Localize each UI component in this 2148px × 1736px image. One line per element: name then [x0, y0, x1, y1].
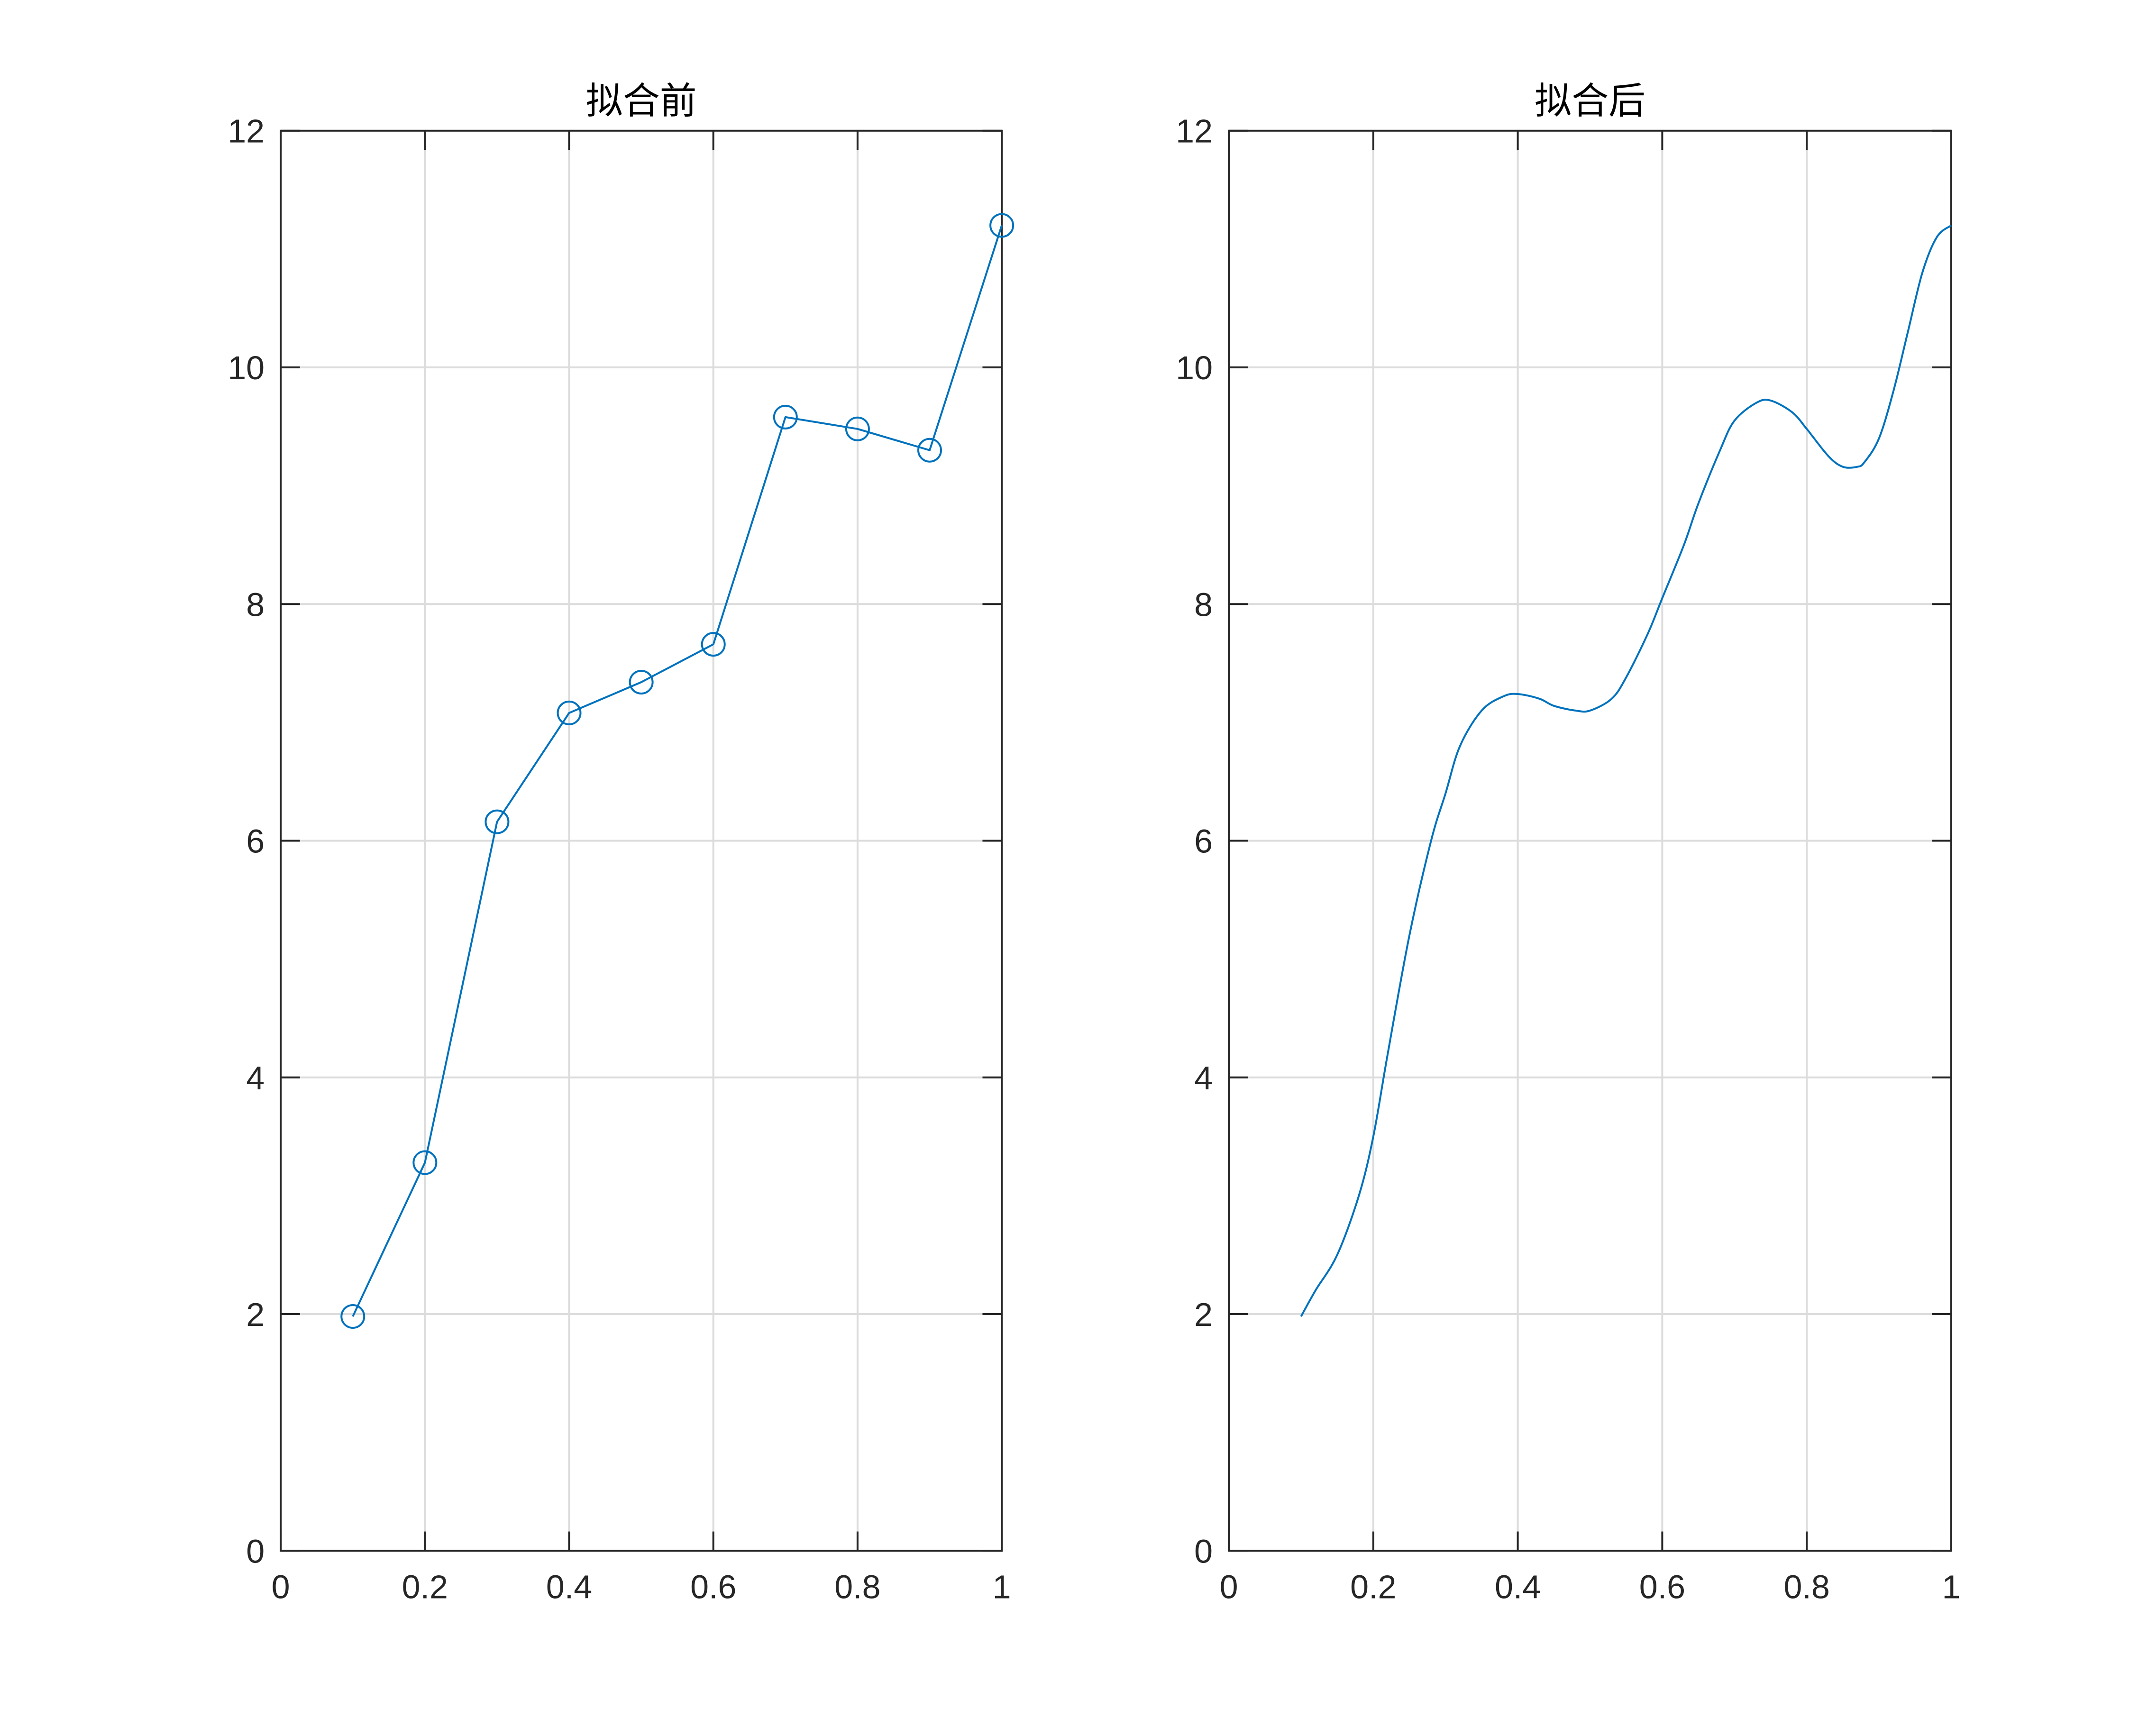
- series-line: [352, 225, 1003, 1317]
- y-tick-label: 10: [1176, 349, 1213, 386]
- series-1: [1300, 224, 1952, 1317]
- axes-box: [280, 129, 1003, 1552]
- y-tick-label: 4: [246, 1060, 265, 1096]
- series-1: [340, 213, 1015, 1329]
- y-tick-label: 8: [246, 586, 265, 623]
- data-point: [412, 1150, 438, 1175]
- chart-title: 拟合后: [1535, 80, 1645, 123]
- data-point: [845, 416, 870, 441]
- data-point: [557, 700, 582, 725]
- y-tick-label: 12: [228, 113, 265, 150]
- x-tick-label: 0.4: [546, 1568, 592, 1605]
- chart-title: 拟合前: [586, 80, 697, 123]
- grid: [281, 130, 1002, 1551]
- data-point: [989, 213, 1015, 238]
- x-tick-label: 0.8: [1783, 1568, 1829, 1605]
- y-tick-label: 6: [246, 823, 265, 860]
- data-point: [917, 438, 942, 463]
- x-tick-label: 0: [272, 1568, 290, 1605]
- x-tick-label: 0.6: [690, 1568, 736, 1605]
- y-tick-label: 6: [1194, 823, 1213, 860]
- y-tick-label: 2: [1194, 1296, 1213, 1333]
- data-point: [773, 404, 798, 429]
- y-tick-label: 0: [246, 1533, 265, 1570]
- x-tick-label: 1: [1942, 1568, 1960, 1605]
- y-tick-label: 8: [1194, 586, 1213, 623]
- y-tick-label: 12: [1176, 113, 1213, 150]
- data-point: [629, 670, 654, 695]
- grid: [1229, 130, 1951, 1551]
- data-point: [340, 1304, 366, 1329]
- y-tick-label: 4: [1194, 1060, 1213, 1096]
- x-tick-label: 0.2: [1350, 1568, 1396, 1605]
- data-point: [484, 809, 510, 834]
- y-tick-label: 0: [1194, 1533, 1213, 1570]
- series-line: [1300, 224, 1952, 1317]
- x-tick-label: 0.8: [834, 1568, 880, 1605]
- y-tick-label: 10: [228, 349, 265, 386]
- x-tick-label: 0.6: [1639, 1568, 1685, 1605]
- x-tick-label: 1: [993, 1568, 1011, 1605]
- axes-box: [1228, 129, 1952, 1552]
- y-tick-label: 2: [246, 1296, 265, 1333]
- data-point: [701, 632, 726, 657]
- x-tick-label: 0: [1220, 1568, 1238, 1605]
- x-tick-label: 0.2: [402, 1568, 448, 1605]
- x-tick-label: 0.4: [1495, 1568, 1541, 1605]
